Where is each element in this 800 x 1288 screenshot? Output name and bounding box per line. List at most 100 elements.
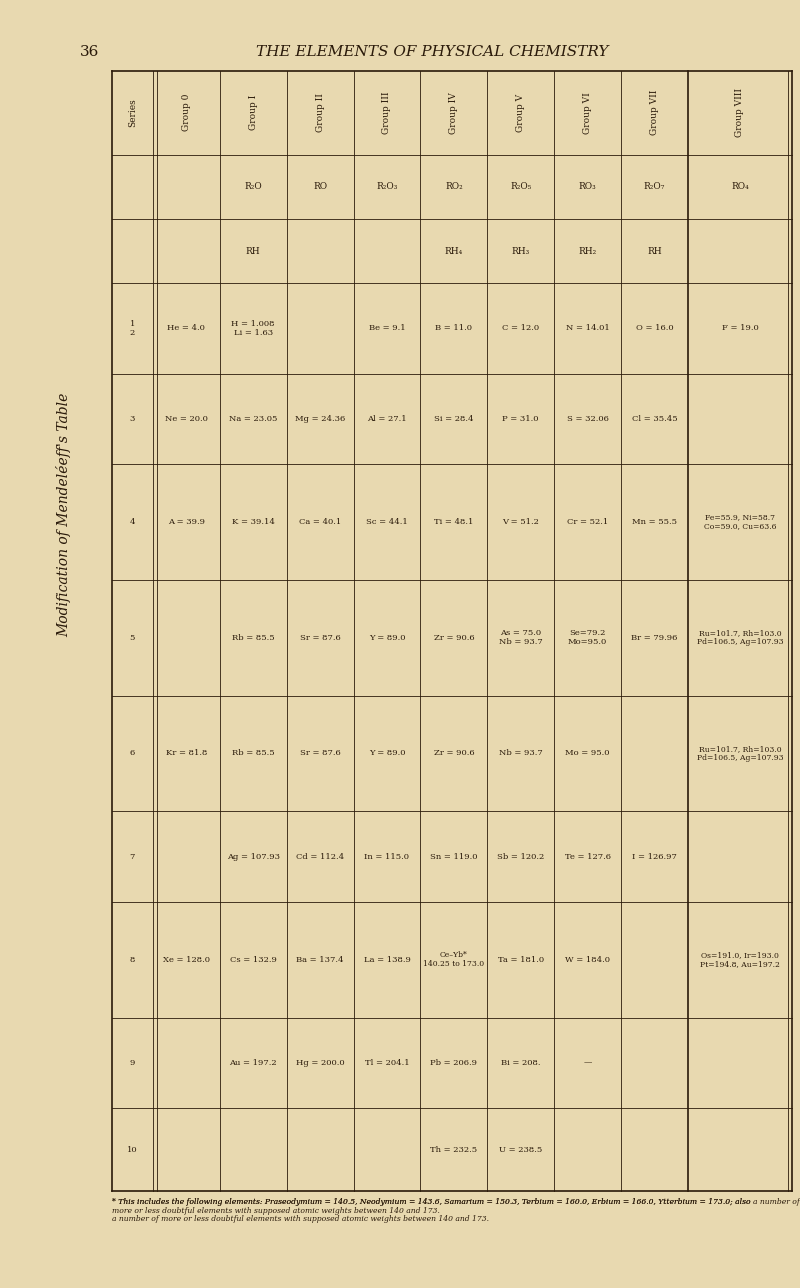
Text: THE ELEMENTS OF PHYSICAL CHEMISTRY: THE ELEMENTS OF PHYSICAL CHEMISTRY <box>256 45 609 59</box>
Text: W = 184.0: W = 184.0 <box>565 956 610 963</box>
Text: 4: 4 <box>130 518 135 526</box>
Text: La = 138.9: La = 138.9 <box>363 956 410 963</box>
Text: Br = 79.96: Br = 79.96 <box>631 634 678 641</box>
Text: Group I: Group I <box>249 95 258 130</box>
Text: Group III: Group III <box>382 91 391 134</box>
Text: 5: 5 <box>130 634 135 641</box>
Text: 9: 9 <box>130 1059 135 1066</box>
Text: RO₂: RO₂ <box>445 183 462 191</box>
Text: —: — <box>583 1059 592 1066</box>
Text: Th = 232.5: Th = 232.5 <box>430 1145 478 1154</box>
Text: RO₃: RO₃ <box>578 183 597 191</box>
Text: Group V: Group V <box>516 94 526 131</box>
Text: Ru=101.7, Rh=103.0
Pd=106.5, Ag=107.93: Ru=101.7, Rh=103.0 Pd=106.5, Ag=107.93 <box>697 629 783 647</box>
Text: V = 51.2: V = 51.2 <box>502 518 539 526</box>
Text: RO: RO <box>313 183 327 191</box>
Text: Group VI: Group VI <box>583 91 592 134</box>
Text: Series: Series <box>128 98 137 128</box>
Text: Cl = 35.45: Cl = 35.45 <box>632 415 678 422</box>
Text: Be = 9.1: Be = 9.1 <box>369 325 406 332</box>
Text: 6: 6 <box>130 750 135 757</box>
Text: Cd = 112.4: Cd = 112.4 <box>296 853 344 860</box>
Text: He = 4.0: He = 4.0 <box>167 325 206 332</box>
Text: * This includes the following elements: Praseodymium = 140.5, Neodymium = 143.6,: * This includes the following elements: … <box>112 1198 800 1215</box>
Text: R₂O₃: R₂O₃ <box>376 183 398 191</box>
Text: A = 39.9: A = 39.9 <box>168 518 205 526</box>
Text: U = 238.5: U = 238.5 <box>499 1145 542 1154</box>
Text: Fe=55.9, Ni=58.7
Co=59.0, Cu=63.6: Fe=55.9, Ni=58.7 Co=59.0, Cu=63.6 <box>704 513 776 531</box>
Text: C = 12.0: C = 12.0 <box>502 325 539 332</box>
Text: Y = 89.0: Y = 89.0 <box>369 750 406 757</box>
Text: Bi = 208.: Bi = 208. <box>501 1059 541 1066</box>
Text: Ce–Yb*
140.25 to 173.0: Ce–Yb* 140.25 to 173.0 <box>423 951 485 969</box>
Text: * This includes the following elements: Praseodymium = 140.5, Neodymium = 143.6,: * This includes the following elements: … <box>112 1198 750 1206</box>
Text: Rb = 85.5: Rb = 85.5 <box>232 634 274 641</box>
Text: R₂O₇: R₂O₇ <box>644 183 666 191</box>
Text: Zr = 90.6: Zr = 90.6 <box>434 634 474 641</box>
Text: Na = 23.05: Na = 23.05 <box>229 415 278 422</box>
Text: H = 1.008
Li = 1.63: H = 1.008 Li = 1.63 <box>231 319 275 337</box>
Text: RH: RH <box>647 247 662 255</box>
Text: Group II: Group II <box>315 93 325 133</box>
Text: Ne = 20.0: Ne = 20.0 <box>165 415 208 422</box>
Text: Sn = 119.0: Sn = 119.0 <box>430 853 478 860</box>
Text: Sb = 120.2: Sb = 120.2 <box>497 853 544 860</box>
Text: 36: 36 <box>80 45 99 59</box>
Text: Se=79.2
Mo=95.0: Se=79.2 Mo=95.0 <box>568 629 607 647</box>
Text: Y = 89.0: Y = 89.0 <box>369 634 406 641</box>
Text: Te = 127.6: Te = 127.6 <box>565 853 610 860</box>
Text: Sc = 44.1: Sc = 44.1 <box>366 518 408 526</box>
Text: Group VII: Group VII <box>650 90 659 135</box>
Text: N = 14.01: N = 14.01 <box>566 325 610 332</box>
Text: F = 19.0: F = 19.0 <box>722 325 758 332</box>
Text: Ta = 181.0: Ta = 181.0 <box>498 956 544 963</box>
Text: Cr = 52.1: Cr = 52.1 <box>567 518 608 526</box>
Text: a number of more or less doubtful elements with supposed atomic weights between : a number of more or less doubtful elemen… <box>112 1215 489 1222</box>
Text: R₂O₅: R₂O₅ <box>510 183 531 191</box>
Text: Sr = 87.6: Sr = 87.6 <box>300 750 341 757</box>
Text: B = 11.0: B = 11.0 <box>435 325 472 332</box>
Text: Sr = 87.6: Sr = 87.6 <box>300 634 341 641</box>
Text: K = 39.14: K = 39.14 <box>232 518 274 526</box>
Text: Zr = 90.6: Zr = 90.6 <box>434 750 474 757</box>
Text: Ba = 137.4: Ba = 137.4 <box>296 956 344 963</box>
Text: Hg = 200.0: Hg = 200.0 <box>296 1059 344 1066</box>
Text: Rb = 85.5: Rb = 85.5 <box>232 750 274 757</box>
Text: Ru=101.7, Rh=103.0
Pd=106.5, Ag=107.93: Ru=101.7, Rh=103.0 Pd=106.5, Ag=107.93 <box>697 744 783 762</box>
Text: RH₄: RH₄ <box>445 247 463 255</box>
Text: 10: 10 <box>127 1145 138 1154</box>
Text: S = 32.06: S = 32.06 <box>566 415 609 422</box>
Text: Os=191.0, Ir=193.0
Pt=194.8, Au=197.2: Os=191.0, Ir=193.0 Pt=194.8, Au=197.2 <box>700 951 780 969</box>
Text: Mg = 24.36: Mg = 24.36 <box>295 415 346 422</box>
Text: In = 115.0: In = 115.0 <box>365 853 410 860</box>
Text: Ag = 107.93: Ag = 107.93 <box>226 853 280 860</box>
Text: I = 126.97: I = 126.97 <box>632 853 677 860</box>
Text: Cs = 132.9: Cs = 132.9 <box>230 956 277 963</box>
Text: Modification of Mendeléeff's Table: Modification of Mendeléeff's Table <box>57 393 71 638</box>
Text: Nb = 93.7: Nb = 93.7 <box>499 750 542 757</box>
Text: Ca = 40.1: Ca = 40.1 <box>299 518 342 526</box>
Text: 1
2: 1 2 <box>130 319 135 337</box>
Text: 7: 7 <box>130 853 135 860</box>
Text: 8: 8 <box>130 956 135 963</box>
Text: O = 16.0: O = 16.0 <box>636 325 674 332</box>
Text: Tl = 204.1: Tl = 204.1 <box>365 1059 410 1066</box>
Text: Si = 28.4: Si = 28.4 <box>434 415 474 422</box>
Text: RO₄: RO₄ <box>731 183 749 191</box>
Text: R₂O: R₂O <box>244 183 262 191</box>
Text: Al = 27.1: Al = 27.1 <box>367 415 406 422</box>
Text: Group 0: Group 0 <box>182 94 191 131</box>
Text: Group IV: Group IV <box>450 91 458 134</box>
Text: RH₃: RH₃ <box>512 247 530 255</box>
Text: Mn = 55.5: Mn = 55.5 <box>632 518 677 526</box>
Text: Ti = 48.1: Ti = 48.1 <box>434 518 474 526</box>
Text: RH₂: RH₂ <box>578 247 597 255</box>
Text: As = 75.0
Nb = 93.7: As = 75.0 Nb = 93.7 <box>499 629 542 647</box>
Text: Au = 197.2: Au = 197.2 <box>230 1059 277 1066</box>
Text: Xe = 128.0: Xe = 128.0 <box>163 956 210 963</box>
Text: 3: 3 <box>130 415 135 422</box>
Text: Pb = 206.9: Pb = 206.9 <box>430 1059 478 1066</box>
Text: Mo = 95.0: Mo = 95.0 <box>566 750 610 757</box>
Text: RH: RH <box>246 247 261 255</box>
Text: P = 31.0: P = 31.0 <box>502 415 539 422</box>
